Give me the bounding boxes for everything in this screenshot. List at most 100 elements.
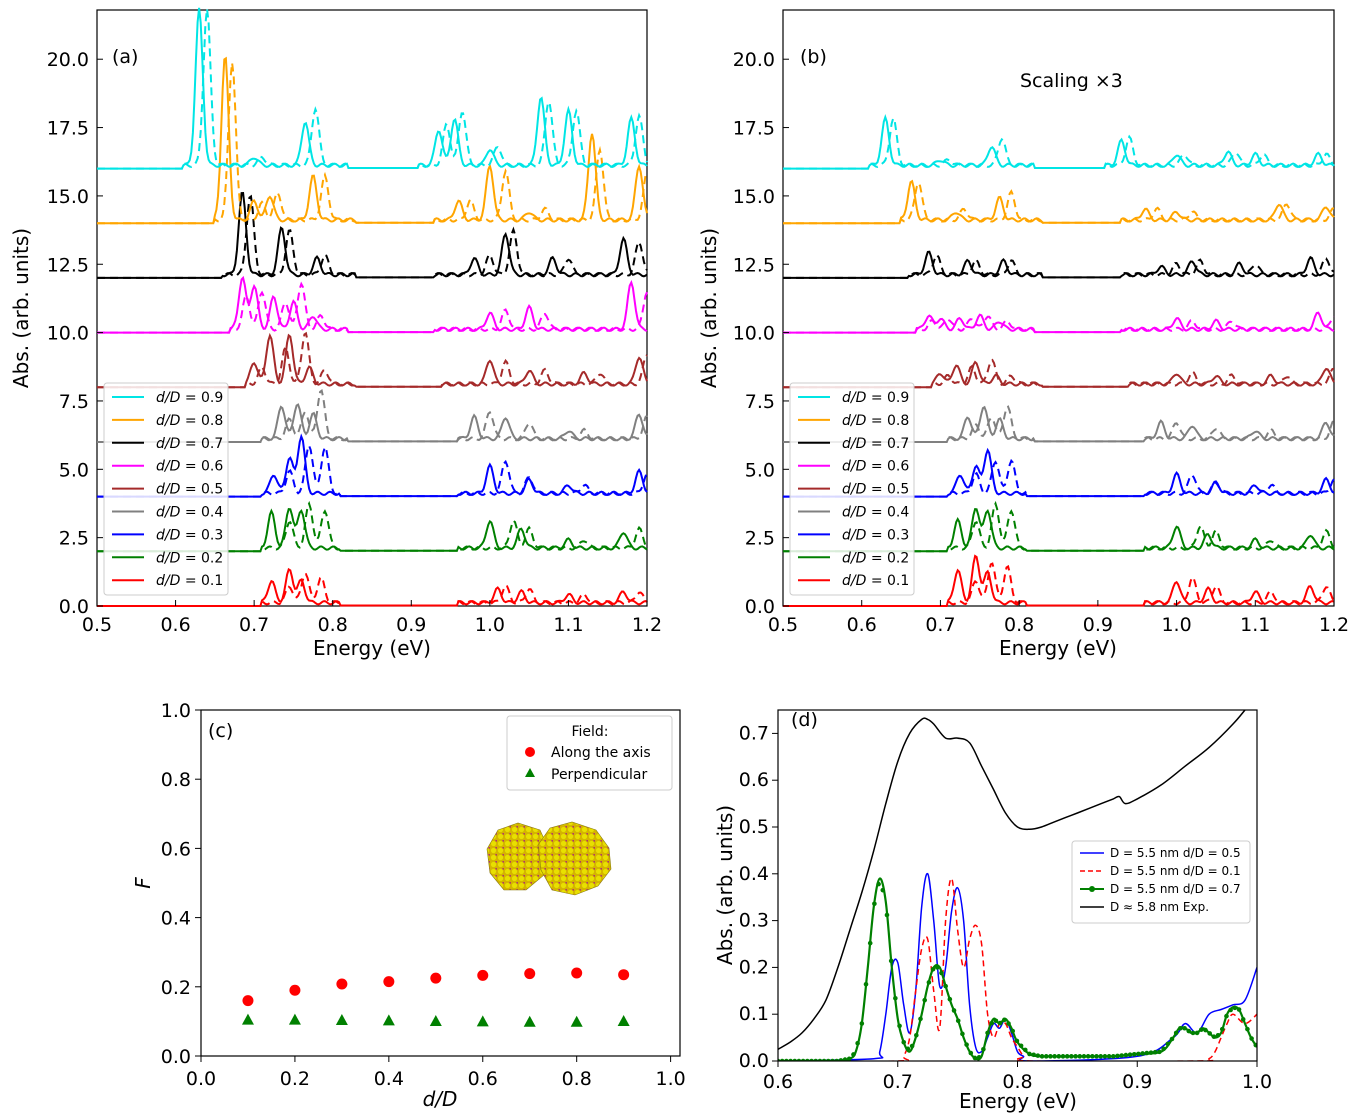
panel-c-xtick-label: 0.0 xyxy=(186,1068,216,1090)
panel-c-xticks: 0.0 0.2 0.4 0.6 0.8 1.0 xyxy=(186,1056,686,1090)
panel-d-series-2-dot xyxy=(901,1039,907,1045)
panel-d-series-2-dot xyxy=(1039,1054,1045,1059)
panel-b-legend-label: d/D = 0.7 xyxy=(842,436,909,452)
panel-a-xlabel: Energy (eV) xyxy=(313,636,431,660)
panel-b-ytick-label: 15.0 xyxy=(733,186,775,208)
panel-a-series-0.5-solid xyxy=(97,332,648,389)
panel-d-series-2-dot xyxy=(1199,1027,1204,1032)
panel-a: (a) 0.5 0.6 0.7 0.8 0.9 1.0 1.1 1.2 0.0 2.5 5.0 7.… xyxy=(9,7,662,660)
panel-a-ytick-label: 17.5 xyxy=(47,118,89,140)
panel-a-xtick-label: 0.5 xyxy=(82,614,112,636)
panel-a-label: (a) xyxy=(112,46,138,68)
panel-a-xtick-label: 1.1 xyxy=(553,614,583,636)
panel-d-series-2-dot xyxy=(947,996,953,1002)
panel-d-series-2-dot xyxy=(863,981,869,987)
panel-d-series-2-dot xyxy=(1094,1054,1099,1059)
panel-d-series-2-dot xyxy=(1006,1021,1011,1026)
panel-d-series-2-dot xyxy=(872,901,877,907)
panel-c-point-perp xyxy=(570,1015,583,1027)
panel-d-ytick-label: 0.0 xyxy=(739,1050,769,1072)
panel-a-xtick-label: 1.2 xyxy=(632,614,662,636)
panel-d-series-2-dot xyxy=(1157,1049,1162,1055)
panel-c-label: (c) xyxy=(208,720,233,742)
panel-d-series-2-dot xyxy=(934,965,940,970)
panel-c-ytick-label: 0.2 xyxy=(161,977,191,999)
panel-b-ytick-label: 7.5 xyxy=(745,391,775,413)
panel-d-series-2-dot xyxy=(1018,1043,1024,1049)
panel-d-ytick-label: 0.5 xyxy=(739,816,769,838)
panel-a-xtick-label: 0.9 xyxy=(396,614,426,636)
panel-a-yticks: 0.0 2.5 5.0 7.5 10.0 12.5 15.0 17.5 20.0 xyxy=(47,49,103,618)
panel-d-series-2-dot xyxy=(1249,1036,1254,1041)
panel-d-ytick-label: 0.4 xyxy=(739,863,769,885)
dimer-illustration xyxy=(486,821,612,896)
panel-d-series-2-dot xyxy=(964,1042,969,1047)
panel-d-series-2-dot xyxy=(1215,1032,1221,1038)
panel-a-legend-label: d/D = 0.9 xyxy=(156,390,223,406)
panel-d-series-2-dot xyxy=(1253,1042,1257,1048)
panel-d-xtick-label: 0.8 xyxy=(1002,1071,1032,1093)
panel-b-ytick-label: 17.5 xyxy=(733,118,775,140)
panel-d-series-2-dot xyxy=(1240,1017,1246,1022)
panel-d-legend-text-1: D = 5.5 nm d/D = 0.1 xyxy=(1110,864,1241,878)
panel-a-ytick-label: 7.5 xyxy=(59,391,89,413)
panel-b-xtick-label: 1.1 xyxy=(1240,614,1270,636)
panel-b-xtick-label: 0.8 xyxy=(1004,614,1034,636)
panel-b-ytick-label: 0.0 xyxy=(745,596,775,618)
panel-d-series-2-dot xyxy=(1102,1054,1108,1059)
panel-c-point-perp xyxy=(382,1014,395,1026)
panel-d-series-2-dot xyxy=(1182,1025,1187,1031)
panel-c-xtick-label: 0.4 xyxy=(374,1068,404,1090)
panel-a-legend-label: d/D = 0.8 xyxy=(156,413,223,429)
panel-b-legend-label: d/D = 0.2 xyxy=(842,550,909,566)
panel-d-xtick-label: 0.7 xyxy=(883,1071,913,1093)
panel-a-xtick-label: 1.0 xyxy=(475,614,505,636)
panel-d-yticks: 0.0 0.1 0.2 0.3 0.4 0.5 0.6 0.7 xyxy=(739,722,778,1072)
panel-d-series-2-dot xyxy=(918,1016,923,1022)
panel-d-series-2-dot xyxy=(855,1040,860,1046)
panel-a-series-0.9-dash xyxy=(97,8,648,170)
panel-b-xtick-label: 0.5 xyxy=(768,614,798,636)
panel-d-series-2-dot xyxy=(1161,1046,1166,1052)
panel-d-series-2-dot xyxy=(955,1018,961,1024)
panel-b-legend-label: d/D = 0.8 xyxy=(842,413,909,429)
panel-b-xtick-label: 1.2 xyxy=(1319,614,1349,636)
panel-d-series-2-dot xyxy=(1136,1051,1141,1057)
panel-d-series-2-dot xyxy=(888,958,894,964)
panel-c-point-along xyxy=(289,984,301,996)
panel-c-xtick-label: 0.8 xyxy=(562,1068,592,1090)
panel-b-series-0.6-dash xyxy=(783,315,1335,334)
panel-d-series-2-dot xyxy=(1111,1054,1116,1059)
panel-d-series-2-dot xyxy=(993,1018,999,1024)
panel-d-series-2-dot xyxy=(1073,1054,1078,1059)
panel-c-point-along xyxy=(430,972,442,984)
panel-d-series-2-dot xyxy=(1043,1054,1049,1059)
panel-b-annotation: Scaling ×3 xyxy=(1020,70,1123,92)
panel-d-series-2-dot xyxy=(930,966,936,972)
panel-d-series-2-dot xyxy=(985,1030,990,1036)
panel-a-legend-box xyxy=(103,382,229,596)
panel-d-series-2-dot xyxy=(914,1032,919,1038)
panel-d-legend-text-2: D = 5.5 nm d/D = 0.7 xyxy=(1110,882,1241,896)
panel-c-legend-along: Along the axis xyxy=(551,745,651,761)
panel-d-series-2-dot xyxy=(876,881,881,887)
panel-c-ylabel: F xyxy=(131,877,155,889)
panel-b-legend-label: d/D = 0.3 xyxy=(842,527,909,543)
panel-d-series-2-dot xyxy=(905,1046,911,1052)
panel-d-series-2-dot xyxy=(1228,1007,1233,1013)
panel-d-series-2-dot xyxy=(1219,1026,1225,1032)
panel-c-legend-marker-perp xyxy=(525,768,535,777)
panel-a-ytick-label: 5.0 xyxy=(59,459,89,481)
panel-a-ytick-label: 20.0 xyxy=(47,49,89,71)
panel-b-series-0.6-solid xyxy=(783,311,1335,334)
panel-a-ytick-label: 2.5 xyxy=(59,528,89,550)
panel-a-legend-label: d/D = 0.3 xyxy=(156,527,223,543)
panel-b-ylabel: Abs. (arb. units) xyxy=(697,228,721,388)
panel-d-xlabel: Energy (eV) xyxy=(959,1089,1077,1113)
panel-b-legend-label: d/D = 0.4 xyxy=(842,505,909,521)
panel-d-series-2-dot xyxy=(846,1056,852,1061)
panel-c-ytick-label: 0.6 xyxy=(161,838,191,860)
panel-d-ylabel: Abs. (arb. units) xyxy=(713,805,737,965)
panel-d-series-2-dot xyxy=(1069,1054,1074,1059)
panel-d-series-2-dot xyxy=(884,912,890,918)
